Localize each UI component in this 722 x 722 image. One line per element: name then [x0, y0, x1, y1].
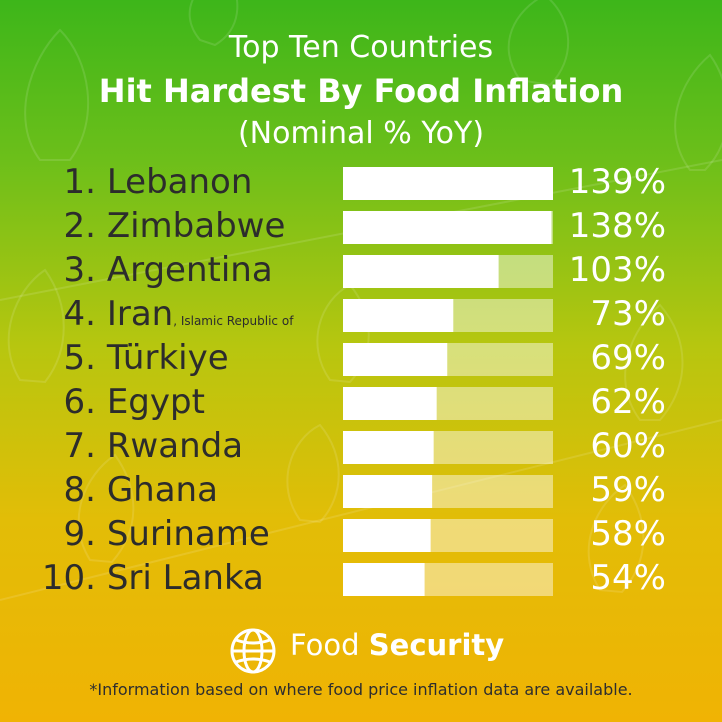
country-label: 4. Iran, Islamic Republic of [0, 294, 336, 341]
brand-name: Food Security [290, 628, 504, 662]
bar [343, 431, 434, 464]
country-name: Sri Lanka [106, 558, 264, 598]
value-label: 59% [590, 470, 666, 510]
bar [343, 255, 499, 288]
country-label: 5. Türkiye [0, 338, 336, 378]
country-name: Suriname [106, 514, 270, 554]
bar [343, 519, 431, 552]
chart-title-line-3: (Nominal % YoY) [237, 116, 485, 151]
country-name: Ghana [106, 470, 218, 510]
rank-number: 2. [63, 206, 96, 246]
rank-number: 3. [63, 250, 96, 290]
value-label: 73% [590, 294, 666, 334]
value-label: 103% [568, 250, 666, 290]
value-label: 60% [590, 426, 666, 466]
bar [343, 563, 425, 596]
country-label: 8. Ghana [0, 470, 336, 510]
country-label: 2. Zimbabwe [0, 206, 336, 246]
country-label: 3. Argentina [0, 250, 336, 290]
bar [343, 211, 552, 244]
value-label: 58% [590, 514, 666, 554]
country-label: 1. Lebanon [0, 162, 336, 202]
brand-name-regular: Food [290, 628, 369, 662]
country-name: Rwanda [106, 426, 244, 466]
value-label: 62% [590, 382, 666, 422]
rank-number: 6. [63, 382, 96, 422]
value-label: 139% [568, 162, 666, 202]
rank-number: 7. [63, 426, 96, 466]
country-label: 10. Sri Lanka [0, 558, 336, 598]
rank-number: 4. [63, 294, 96, 334]
country-name: Lebanon [106, 162, 253, 202]
rank-number: 8. [63, 470, 96, 510]
country-name: Egypt [106, 382, 205, 422]
rank-number: 5. [63, 338, 96, 378]
bar [343, 387, 437, 420]
rank-number: 1. [63, 162, 96, 202]
country-name: Zimbabwe [106, 206, 286, 246]
bar [343, 299, 454, 332]
rank-number: 9. [63, 514, 96, 554]
rank-number: 10. [41, 558, 96, 598]
bar [343, 475, 433, 508]
bar [343, 343, 448, 376]
chart-title-line-1: Top Ten Countries [228, 30, 494, 65]
country-name: Iran [106, 294, 174, 334]
country-name: Türkiye [106, 338, 229, 378]
country-name-note: , Islamic Republic of [173, 314, 294, 328]
footnote: *Information based on where food price i… [89, 680, 633, 699]
value-label: 69% [590, 338, 666, 378]
brand-name-bold: Security [368, 628, 505, 662]
country-name: Argentina [106, 250, 273, 290]
country-label: 6. Egypt [0, 382, 336, 422]
globe-icon [230, 628, 276, 674]
bar [343, 167, 553, 200]
chart-title-line-2: Hit Hardest By Food Inflation [98, 72, 624, 110]
country-label: 9. Suriname [0, 514, 336, 554]
country-label: 7. Rwanda [0, 426, 336, 466]
value-label: 138% [568, 206, 666, 246]
value-label: 54% [590, 558, 666, 598]
